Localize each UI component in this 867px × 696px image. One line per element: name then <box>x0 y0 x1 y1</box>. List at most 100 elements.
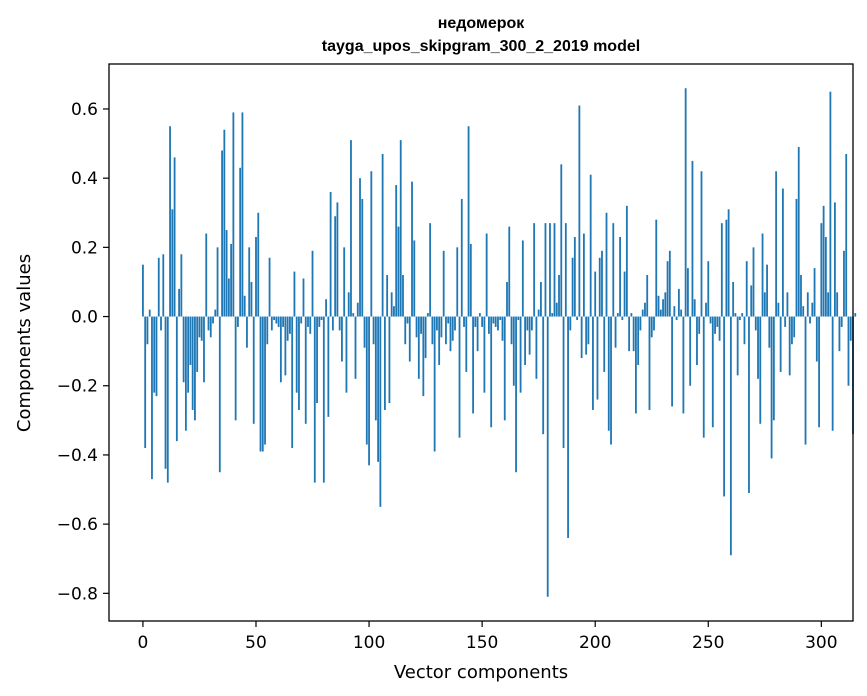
bar-37 <box>225 230 228 317</box>
bar-208 <box>612 223 615 317</box>
y-tick-label-7: 0.6 <box>71 100 98 120</box>
bar-217 <box>632 316 635 352</box>
bar-260 <box>729 316 732 556</box>
bar-244 <box>693 299 696 317</box>
bar-139 <box>456 247 459 317</box>
bar-157 <box>497 316 499 331</box>
bar-213 <box>623 271 626 317</box>
bar-302 <box>824 236 827 317</box>
bar-70 <box>300 316 303 324</box>
bar-155 <box>492 316 495 324</box>
bar-100 <box>368 316 370 466</box>
bar-289 <box>795 198 798 317</box>
bar-71 <box>302 278 305 317</box>
bar-9 <box>162 254 165 317</box>
bar-51 <box>257 212 260 317</box>
bar-94 <box>354 316 357 379</box>
bar-22 <box>191 316 194 410</box>
bar-202 <box>598 257 601 317</box>
bar-246 <box>698 316 701 334</box>
bar-92 <box>350 140 352 317</box>
bar-310 <box>843 250 845 317</box>
bar-4 <box>151 316 153 480</box>
bar-154 <box>490 316 493 428</box>
bar-290 <box>797 147 800 317</box>
bar-91 <box>347 292 350 317</box>
bar-68 <box>295 316 298 393</box>
bar-136 <box>449 316 452 352</box>
bar-103 <box>374 316 377 421</box>
bar-175 <box>537 309 540 317</box>
bar-306 <box>834 202 836 317</box>
x-tick-label-200: 200 <box>579 633 611 653</box>
bar-223 <box>646 275 649 317</box>
bar-18 <box>182 316 185 383</box>
bar-206 <box>607 316 610 431</box>
bar-219 <box>637 316 640 365</box>
bar-212 <box>621 316 624 321</box>
bar-181 <box>551 313 554 317</box>
bar-140 <box>458 316 461 438</box>
bar-122 <box>417 316 420 379</box>
bar-163 <box>510 316 513 345</box>
bar-256 <box>720 223 723 317</box>
bar-261 <box>732 281 735 317</box>
bar-74 <box>309 316 312 334</box>
bar-165 <box>515 316 517 473</box>
bar-304 <box>829 91 832 317</box>
bar-117 <box>406 316 409 324</box>
bar-126 <box>426 313 429 317</box>
bar-305 <box>831 316 834 431</box>
bar-291 <box>800 275 802 317</box>
bar-230 <box>662 299 664 317</box>
bar-259 <box>727 209 730 317</box>
bar-298 <box>815 316 818 362</box>
bar-19 <box>184 316 187 431</box>
bar-301 <box>822 205 825 317</box>
bar-283 <box>781 188 784 317</box>
bar-119 <box>411 181 413 317</box>
bar-48 <box>250 281 253 317</box>
bar-110 <box>390 292 393 317</box>
bar-20 <box>187 316 190 393</box>
bar-228 <box>657 295 660 317</box>
bar-299 <box>818 316 820 428</box>
bar-152 <box>485 233 488 317</box>
bar-88 <box>341 316 343 362</box>
bar-162 <box>508 226 511 317</box>
bar-67 <box>293 271 296 317</box>
bar-173 <box>533 223 536 317</box>
bar-124 <box>422 316 425 397</box>
bar-164 <box>512 316 515 386</box>
bar-184 <box>558 275 560 317</box>
bar-12 <box>169 126 171 317</box>
bar-109 <box>388 316 391 404</box>
bar-153 <box>488 316 490 334</box>
bar-36 <box>223 129 226 317</box>
bar-93 <box>352 313 355 317</box>
bar-32 <box>214 309 217 317</box>
bar-315 <box>854 313 857 317</box>
bar-300 <box>820 223 823 317</box>
bar-287 <box>791 316 793 345</box>
bar-235 <box>673 306 676 317</box>
bar-209 <box>614 316 617 348</box>
bar-23 <box>194 316 196 421</box>
bar-2 <box>146 316 149 345</box>
bar-191 <box>573 236 576 317</box>
bar-176 <box>540 281 542 317</box>
bar-199 <box>592 316 594 410</box>
bar-59 <box>275 316 278 324</box>
bar-24 <box>196 316 199 372</box>
bar-137 <box>451 316 454 341</box>
x-tick-label-300: 300 <box>805 633 837 653</box>
bar-281 <box>777 302 780 317</box>
bar-229 <box>659 309 662 317</box>
bar-214 <box>625 205 628 317</box>
bar-238 <box>680 309 683 317</box>
bar-99 <box>365 316 368 445</box>
bar-188 <box>567 316 569 538</box>
bar-52 <box>259 316 262 452</box>
bar-147 <box>474 316 477 327</box>
bar-211 <box>619 236 621 317</box>
